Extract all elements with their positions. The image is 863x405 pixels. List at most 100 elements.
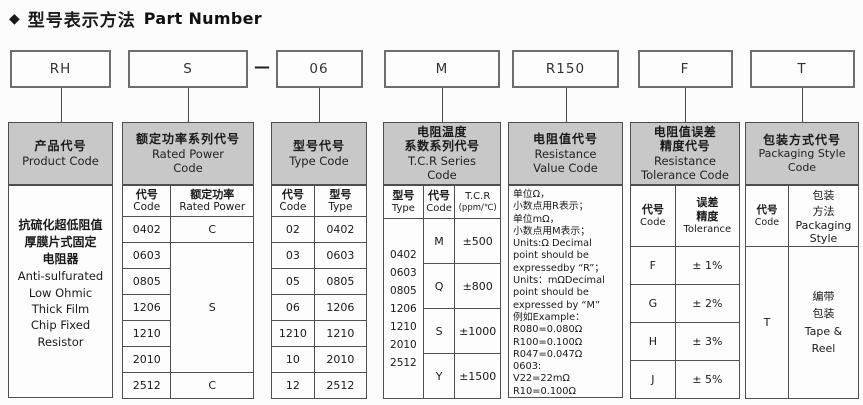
part-code-type: 06 (309, 61, 329, 77)
type-code-cell: 06 (271, 294, 315, 321)
col-header: 精度 (696, 209, 719, 223)
part-code-box-tolerance: F (637, 50, 733, 88)
tolerance-value-cell: ± 5% (674, 360, 741, 399)
type-code-cell: 1210 (271, 320, 315, 347)
column-header-resistance-value: 电阻值代号 Resistance Value Code (508, 122, 623, 185)
header-en: Tolerance Code (641, 168, 729, 183)
header-zh: 电阻值误差 (653, 124, 717, 139)
size-code-cell: 1210 (121, 320, 172, 347)
header-en: Product Code (22, 153, 99, 168)
size-code-cell: 0402 (121, 216, 172, 243)
col-header: 型号 (329, 187, 352, 201)
type-cell: 2512 (313, 372, 368, 399)
type-cell: 0402 (313, 216, 368, 243)
table-header-row: 代号 Code 额定功率 Rated Power (121, 185, 254, 217)
table-row: H ± 3% (630, 322, 741, 361)
table-header-row: 代号 Code 型号 Type (271, 185, 368, 217)
size-code-cell: 2512 (121, 372, 172, 399)
header-zh: 额定功率系列代号 (135, 132, 240, 147)
col-header: Rated Power (179, 201, 246, 214)
col-header: 代号 (428, 188, 451, 202)
type-code-cell: 12 (271, 372, 315, 399)
tcr-value-cell: ±1500 (454, 353, 501, 399)
table-row: 1210 1210 (271, 320, 368, 347)
type-code-table: 代号 Code 型号 Type 02 0402 03 0603 05 0805 06 12 0… (271, 185, 368, 399)
col-header: Type (328, 201, 353, 214)
header-zh: 产品代号 (34, 139, 87, 154)
col-header: Code (279, 201, 307, 214)
col-header: Type (391, 202, 415, 214)
col-header: 误差 (696, 196, 719, 209)
size-code-cell: 0603 (121, 242, 172, 269)
col-header: 包装 方法 Packaging Style (787, 185, 860, 247)
column-resistance-value: R150 电阻值代号 Resistance Value Code 单位Ω， 小数点… (508, 50, 623, 398)
part-number-separator-dash: — (254, 57, 270, 76)
connector-line (685, 88, 686, 122)
part-code-tcr: M (435, 61, 449, 77)
table-row: 05 0805 (271, 268, 368, 295)
header-en: Value Code (533, 160, 598, 175)
column-tolerance: F 电阻值误差 精度代号 Resistance Tolerance Code 代… (630, 50, 741, 399)
table-row: G ± 2% (630, 284, 741, 323)
header-zh: 电阻值代号 (532, 132, 598, 147)
power-code-cell: S (170, 242, 254, 373)
connector-line (442, 88, 443, 122)
column-product: RH 产品代号 Product Code 抗硫化超低阻值 厚膜片式固定 电阻器 Ant… (8, 50, 113, 398)
col-header: Code (640, 216, 666, 228)
part-code-resistance-value: R150 (545, 61, 586, 77)
tolerance-table: 代号 Code 误差 精度 Tolerance F ± 1% G ± 2% H ± 3% J… (630, 185, 741, 399)
resistance-value-notes: 单位Ω， 小数点用R表示； 单位mΩ， 小数点用M表示； Units:Ω Decimal… (508, 185, 623, 398)
header-en: Code (427, 168, 457, 183)
col-header: 代号 (281, 187, 304, 201)
tcr-table: 型号 Type 代号 Code T.C.R (ppm/℃) 0402 0603 0805 1… (383, 185, 501, 399)
part-code-box-resistance-value: R150 (512, 50, 619, 88)
column-rated-power: S 额定功率系列代号 Rated Power Code 代号 Code 额定功率 R… (121, 50, 254, 399)
tolerance-value-cell: ± 2% (674, 284, 741, 323)
type-code-cell: 05 (271, 268, 315, 295)
table-row: 12 2512 (271, 372, 368, 399)
type-code-cell: 02 (271, 216, 315, 243)
column-header-packaging: 包装方式代号 Packaging Style Code (745, 122, 859, 185)
tcr-code-cell: M (422, 218, 456, 264)
header-en: Type Code (289, 153, 349, 168)
column-header-tcr: 电阻温度 系数系列代号 T.C.R Series Code (383, 122, 501, 185)
table-row: 0402 0603 0805 1206 1210 2010 2512 M ±500 (383, 218, 501, 399)
table-row: Y ±1500 (384, 353, 501, 399)
type-cell: 0805 (313, 268, 368, 295)
column-header-tolerance: 电阻值误差 精度代号 Resistance Tolerance Code (630, 122, 740, 185)
page-title-en: Part Number (143, 9, 262, 28)
part-code-box-packaging: T (749, 50, 855, 88)
header-en: Rated Power (151, 146, 225, 161)
col-header: 额定功率 (190, 187, 235, 201)
table-row: F ± 1% (630, 246, 741, 285)
tcr-value-cell: ±500 (454, 218, 501, 264)
table-row: 2010 (121, 346, 254, 373)
header-zh: 型号代号 (292, 139, 345, 154)
table-row: 0805 (121, 268, 254, 295)
table-row: S ±1000 (384, 308, 501, 354)
page-title: ◆ 型号表示方法 Part Number (9, 6, 262, 31)
connector-line (565, 88, 567, 122)
column-header-product: 产品代号 Product Code (8, 122, 113, 185)
table-row: 02 0402 (271, 216, 368, 243)
part-code-box-type: 06 (275, 50, 363, 88)
col-header-unit: (ppm/℃) (458, 202, 497, 213)
part-code-rated-power: S (183, 61, 193, 77)
col-header: 代号 (641, 202, 664, 216)
tolerance-value-cell: ± 1% (674, 246, 741, 285)
part-code-box-rated-power: S (128, 50, 248, 88)
packaging-code-cell: T (745, 246, 789, 399)
column-packaging: T 包装方式代号 Packaging Style Code 代号 Code 包装方… (745, 50, 860, 399)
header-en: Resistance (654, 154, 716, 169)
part-code-tolerance: F (680, 61, 690, 77)
table-row: 03 0603 (271, 242, 368, 269)
tcr-value-cell: ±1000 (454, 308, 501, 354)
type-code-cell: 03 (271, 242, 315, 269)
col-header: 代号 (756, 203, 778, 216)
table-row: J ± 5% (630, 360, 741, 399)
tolerance-code-cell: J (630, 360, 676, 399)
part-code-box-product: RH (10, 50, 111, 88)
col-header: Tolerance (683, 223, 732, 235)
tcr-code-cell: Q (422, 263, 456, 309)
